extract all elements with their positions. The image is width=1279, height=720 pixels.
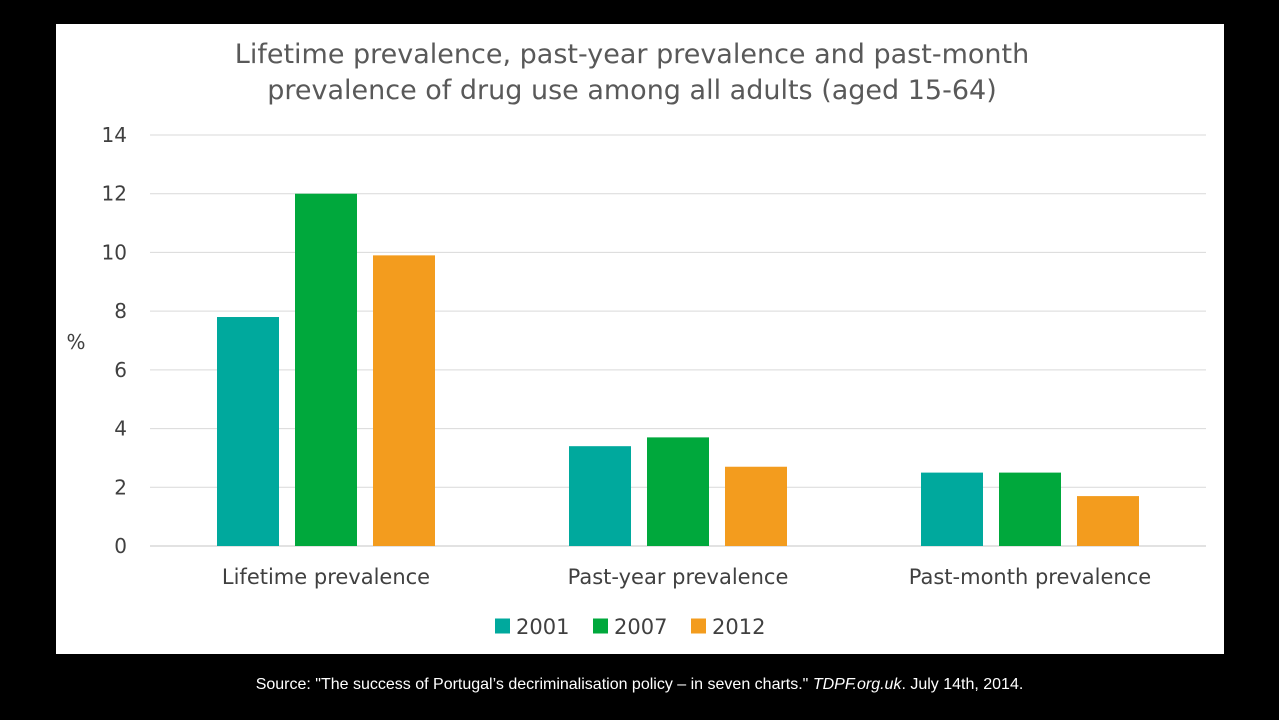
bar-2012-0 — [373, 255, 435, 546]
bar-2007-0 — [295, 193, 357, 546]
category-labels: Lifetime prevalence Past-year prevalence P… — [222, 565, 1151, 589]
chart-panel: Lifetime prevalence, past-year prevalenc… — [56, 24, 1224, 654]
y-tick-label: 14 — [102, 123, 127, 147]
y-tick-label: 4 — [114, 417, 127, 441]
chart-title-line-2: prevalence of drug use among all adults … — [267, 75, 997, 106]
chart-title: Lifetime prevalence, past-year prevalenc… — [235, 39, 1029, 106]
source-caption: Source: "The success of Portugal’s decri… — [0, 676, 1279, 694]
bar-2007-2 — [999, 472, 1061, 546]
y-tick-label: 10 — [102, 240, 127, 264]
y-tick-labels: 0 2 4 6 8 10 12 14 — [102, 123, 127, 558]
bar-2012-1 — [725, 466, 787, 546]
bar-2001-0 — [217, 317, 279, 546]
y-tick-label: 6 — [114, 358, 127, 382]
legend-swatch-2001 — [495, 618, 510, 634]
y-tick-label: 8 — [114, 299, 127, 323]
y-tick-label: 0 — [114, 534, 127, 558]
y-axis-label: % — [66, 330, 85, 354]
legend-label-2012: 2012 — [712, 615, 765, 639]
chart-title-line-1: Lifetime prevalence, past-year prevalenc… — [235, 39, 1029, 70]
legend: 2001 2007 2012 — [495, 615, 765, 639]
y-tick-label: 12 — [102, 182, 127, 206]
source-prefix: Source: "The success of Portugal’s decri… — [255, 676, 813, 693]
y-tick-label: 2 — [114, 475, 127, 499]
bar-2007-1 — [647, 437, 709, 546]
category-label: Past-year prevalence — [568, 565, 789, 589]
bar-2012-2 — [1077, 496, 1139, 546]
bar-2001-1 — [569, 446, 631, 546]
bar-chart: Lifetime prevalence, past-year prevalenc… — [66, 39, 1206, 639]
legend-label-2001: 2001 — [516, 615, 569, 639]
legend-label-2007: 2007 — [614, 615, 667, 639]
category-label: Lifetime prevalence — [222, 565, 430, 589]
legend-swatch-2007 — [593, 618, 608, 634]
source-suffix: . July 14th, 2014. — [901, 676, 1024, 693]
bars — [217, 193, 1139, 546]
category-label: Past-month prevalence — [909, 565, 1151, 589]
legend-swatch-2012 — [691, 618, 706, 634]
bar-2001-2 — [921, 472, 983, 546]
source-publication: TDPF.org.uk — [812, 676, 902, 693]
